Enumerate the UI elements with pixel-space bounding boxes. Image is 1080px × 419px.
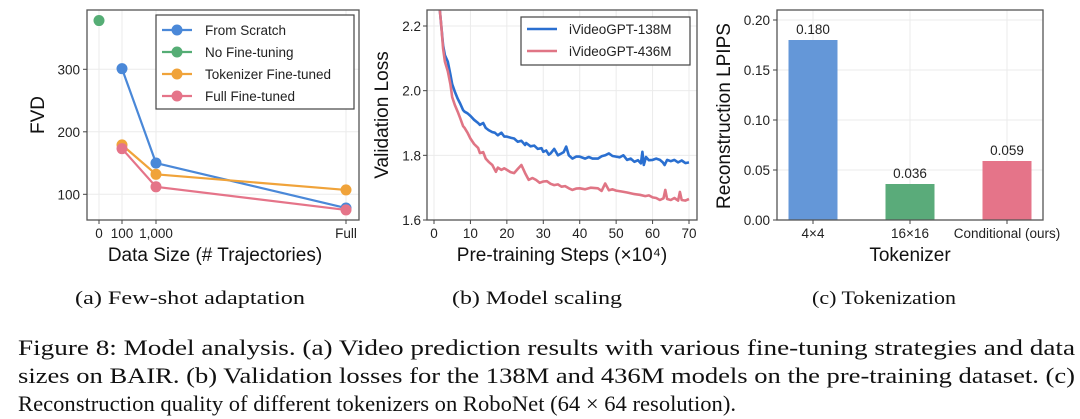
data-point bbox=[150, 181, 162, 193]
chart-tokenization: 0.180 0.036 0.059 4×4 16×16 Conditional (ours… bbox=[714, 9, 1061, 266]
x-axis-label: Pre-training Steps (×10⁴) bbox=[457, 245, 667, 266]
y-tick-label: 1.8 bbox=[402, 148, 421, 163]
caption-line-2: sizes on BAIR. (b) Validation losses for… bbox=[18, 363, 1075, 388]
chart-few-shot-adaptation: 0 100 1,000 Full 100 200 300 Data Size (# Traje… bbox=[28, 9, 360, 266]
legend-label: Full Fine-tuned bbox=[205, 89, 295, 104]
legend-marker bbox=[171, 90, 183, 102]
x-axis-label: Data Size (# Trajectories) bbox=[108, 245, 322, 266]
x-tick-label: 30 bbox=[536, 226, 551, 241]
plot-frame bbox=[426, 9, 698, 221]
legend-label: iVideoGPT-138M bbox=[569, 22, 672, 37]
subcaption-b: (b) Model scaling bbox=[452, 288, 623, 309]
data-point bbox=[150, 157, 162, 169]
x-axis-label: Tokenizer bbox=[869, 245, 951, 266]
x-tick-label: 16×16 bbox=[891, 226, 929, 241]
subcaption-a: (a) Few-shot adaptation bbox=[75, 288, 306, 309]
legend: iVideoGPT-138M iVideoGPT-436M bbox=[520, 16, 691, 66]
x-tick-label: 0 bbox=[95, 226, 103, 241]
legend: From Scratch No Fine-tuning Tokenizer Fine… bbox=[155, 14, 355, 110]
y-tick-label: 2.0 bbox=[402, 84, 421, 99]
legend-label: iVideoGPT-436M bbox=[569, 44, 672, 59]
x-tick-label: 4×4 bbox=[802, 226, 825, 241]
x-tick-label: 60 bbox=[645, 226, 660, 241]
y-tick-label: 1.6 bbox=[402, 213, 421, 228]
x-tick-label: Conditional (ours) bbox=[954, 226, 1061, 241]
data-point bbox=[150, 168, 162, 180]
y-tick-label: 100 bbox=[57, 187, 80, 202]
series-no-fine-tuning bbox=[93, 15, 105, 27]
caption-line-3: Reconstruction quality of different toke… bbox=[18, 391, 736, 416]
y-tick-label: 300 bbox=[57, 62, 80, 77]
y-axis-label: Validation Loss bbox=[372, 51, 393, 178]
y-axis-label: FVD bbox=[28, 96, 49, 134]
legend-label: No Fine-tuning bbox=[205, 45, 294, 60]
x-tick-label: 20 bbox=[499, 226, 514, 241]
y-tick-label: 0.05 bbox=[744, 163, 770, 178]
plot-frame bbox=[86, 9, 360, 221]
data-point bbox=[116, 63, 128, 75]
bar-0 bbox=[788, 40, 838, 220]
caption-line-1: Figure 8: Model analysis. (a) Video pred… bbox=[18, 335, 1075, 360]
data-point bbox=[116, 143, 128, 155]
series-full-fine-tuned bbox=[116, 143, 352, 216]
y-tick-label: 0.00 bbox=[744, 213, 770, 228]
data-point bbox=[340, 184, 352, 196]
x-tick-label: 10 bbox=[463, 226, 478, 241]
legend-box bbox=[520, 16, 691, 66]
bar-value-label: 0.180 bbox=[796, 22, 830, 37]
bar-value-label: 0.036 bbox=[893, 166, 927, 181]
x-tick-label: 40 bbox=[572, 226, 587, 241]
y-tick-label: 0.20 bbox=[744, 13, 770, 28]
legend-marker bbox=[171, 68, 183, 80]
legend-label: Tokenizer Fine-tuned bbox=[205, 67, 331, 82]
x-tick-label: 0 bbox=[430, 226, 438, 241]
legend-label: From Scratch bbox=[205, 23, 286, 38]
legend-marker bbox=[171, 46, 183, 58]
bar-value-label: 0.059 bbox=[990, 143, 1024, 158]
subcaption-c: (c) Tokenization bbox=[812, 288, 957, 309]
chart-model-scaling: 0 10 20 30 40 50 60 70 1.6 1.8 2.0 2.2 Pre-training … bbox=[372, 9, 698, 266]
series-tokenizer-fine-tuned bbox=[116, 139, 352, 196]
y-axis-label: Reconstruction LPIPS bbox=[714, 23, 735, 209]
series-line-ivideogpt-436m bbox=[438, 10, 690, 202]
x-tick-label: 50 bbox=[609, 226, 624, 241]
legend-marker bbox=[171, 24, 183, 36]
y-tick-label: 0.15 bbox=[744, 63, 770, 78]
y-tick-label: 2.2 bbox=[402, 19, 421, 34]
series-line-ivideogpt-138m bbox=[438, 10, 690, 167]
bar-1 bbox=[885, 184, 935, 220]
x-tick-label: 1,000 bbox=[139, 226, 173, 241]
x-tick-label: 100 bbox=[111, 226, 134, 241]
bar-2 bbox=[982, 161, 1032, 220]
y-tick-label: 0.10 bbox=[744, 113, 770, 128]
y-tick-label: 200 bbox=[57, 125, 80, 140]
x-tick-label: Full bbox=[335, 226, 357, 241]
x-tick-label: 70 bbox=[681, 226, 696, 241]
data-point bbox=[93, 15, 105, 27]
data-point bbox=[340, 204, 352, 216]
